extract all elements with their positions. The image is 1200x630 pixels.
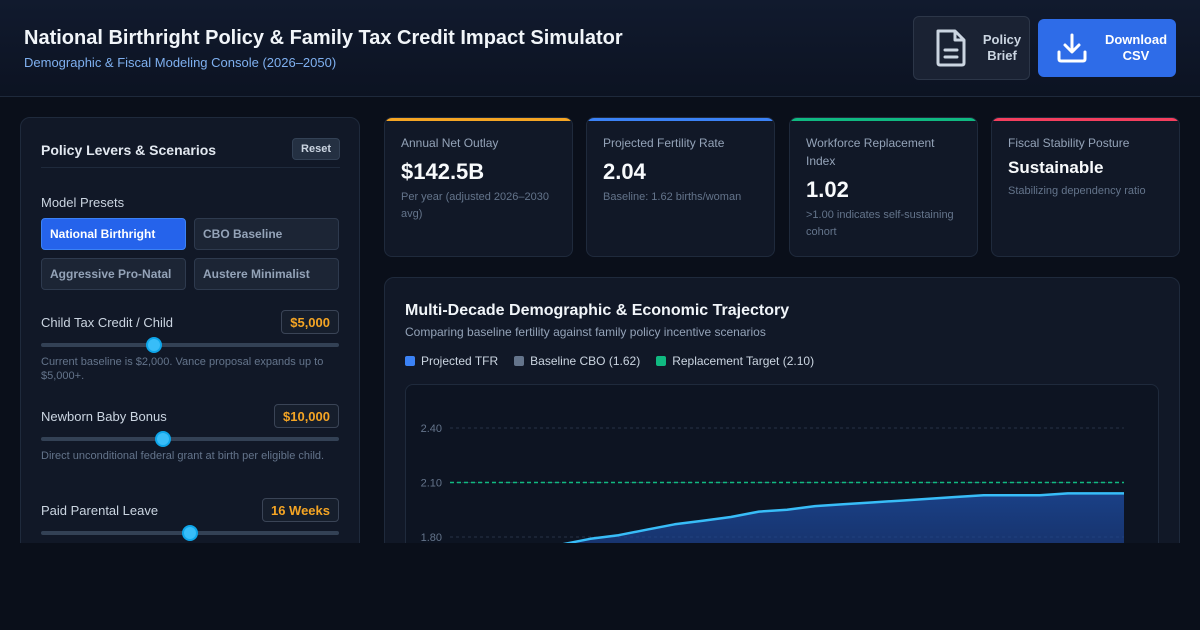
document-icon [936, 29, 966, 67]
newborn-bonus-value: $10,000 [274, 404, 339, 428]
panel-title: Policy Levers & Scenarios [41, 142, 217, 158]
reset-button[interactable]: Reset [292, 138, 340, 160]
kpi-workforce-replacement-index: Workforce Replacement Index 1.02 >1.00 i… [789, 117, 978, 257]
kpi-fiscal-stability-posture: Fiscal Stability Posture Sustainable Sta… [991, 117, 1180, 257]
viewport-bottom [0, 543, 1200, 630]
kpi-projected-fertility-rate: Projected Fertility Rate 2.04 Baseline: … [586, 117, 775, 257]
kpi-value: 2.04 [603, 159, 646, 184]
panel-divider [41, 167, 340, 168]
y-tick-label: 2.40 [421, 423, 442, 435]
kpi-value: $142.5B [401, 159, 485, 184]
kpi-accent-bar [790, 118, 977, 121]
chart-title: Multi-Decade Demographic & Economic Traj… [405, 302, 790, 319]
kpi-note: Per year (adjusted 2026–2030 avg) [401, 191, 549, 220]
download-csv-label: Download CSV [1104, 32, 1168, 63]
newborn-bonus-thumb[interactable] [155, 431, 172, 447]
parental-leave-slider[interactable] [41, 525, 339, 541]
policy-brief-label: Policy Brief [982, 32, 1022, 63]
legend-item-baseline-cbo[interactable]: Baseline CBO (1.62) [514, 354, 640, 368]
kpi-annual-net-outlay: Annual Net Outlay $142.5B Per year (adju… [384, 117, 573, 257]
kpi-note: >1.00 indicates self-sustaining cohort [806, 209, 954, 238]
y-tick-label: 2.10 [421, 478, 442, 490]
kpi-accent-bar [385, 118, 572, 121]
kpi-note: Baseline: 1.62 births/woman [603, 191, 742, 203]
kpi-label: Fiscal Stability Posture [1008, 136, 1130, 150]
kpi-value: 1.02 [806, 177, 849, 202]
app-title: National Birthright Policy & Family Tax … [24, 27, 623, 49]
y-tick-label: 1.80 [421, 532, 442, 544]
preset-aggressive-pro-natal[interactable]: Aggressive Pro-Natal [41, 258, 186, 290]
chart-subtitle: Comparing baseline fertility against fam… [405, 325, 766, 339]
app-subtitle: Demographic & Fiscal Modeling Console (2… [24, 55, 337, 70]
plot-area: 2.40 2.10 1.80 [405, 384, 1159, 566]
legend-item-replacement-target[interactable]: Replacement Target (2.10) [656, 354, 814, 368]
child-tax-credit-slider[interactable] [41, 337, 339, 353]
preset-austere-minimalist[interactable]: Austere Minimalist [194, 258, 339, 290]
policy-brief-button[interactable]: Policy Brief [913, 16, 1030, 80]
download-icon [1057, 33, 1087, 63]
kpi-value: Sustainable [1008, 158, 1104, 177]
app-header: National Birthright Policy & Family Tax … [0, 0, 1200, 97]
kpi-label: Annual Net Outlay [401, 136, 499, 150]
child-tax-credit-label: Child Tax Credit / Child [41, 315, 173, 330]
preset-national-birthright[interactable]: National Birthright [41, 218, 186, 250]
kpi-label: Workforce Replacement Index [806, 136, 935, 168]
legend-item-projected-tfr[interactable]: Projected TFR [405, 354, 498, 368]
parental-leave-label: Paid Parental Leave [41, 503, 159, 518]
trajectory-chart: 2.40 2.10 1.80 [421, 423, 1124, 566]
child-tax-credit-helper: Current baseline is $2,000. Vance propos… [41, 356, 324, 382]
preset-cbo-baseline[interactable]: CBO Baseline [194, 218, 339, 250]
policy-levers-panel: Policy Levers & Scenarios Reset Model Pr… [20, 117, 360, 557]
legend-label: Replacement Target (2.10) [672, 354, 815, 368]
legend-swatch [405, 356, 415, 366]
kpi-label: Projected Fertility Rate [603, 136, 725, 150]
kpi-accent-bar [992, 118, 1179, 121]
newborn-bonus-slider[interactable] [41, 431, 339, 447]
download-csv-button[interactable]: Download CSV [1038, 19, 1176, 77]
trajectory-chart-panel: Multi-Decade Demographic & Economic Traj… [384, 277, 1180, 567]
legend-swatch [656, 356, 667, 366]
legend-label: Baseline CBO (1.62) [530, 354, 641, 368]
parental-leave-thumb[interactable] [182, 525, 198, 541]
kpi-accent-bar [587, 118, 774, 121]
presets-label: Model Presets [41, 195, 125, 210]
parental-leave-value: 16 Weeks [261, 498, 339, 522]
child-tax-credit-value: $5,000 [281, 310, 339, 334]
newborn-bonus-helper: Direct unconditional federal grant at bi… [41, 450, 325, 462]
legend-swatch [514, 356, 525, 366]
chart-legend: Projected TFR Baseline CBO (1.62) Replac… [405, 354, 814, 368]
newborn-bonus-label: Newborn Baby Bonus [41, 409, 167, 424]
legend-label: Projected TFR [421, 354, 499, 368]
kpi-note: Stabilizing dependency ratio [1008, 185, 1146, 197]
child-tax-credit-thumb[interactable] [146, 337, 163, 353]
